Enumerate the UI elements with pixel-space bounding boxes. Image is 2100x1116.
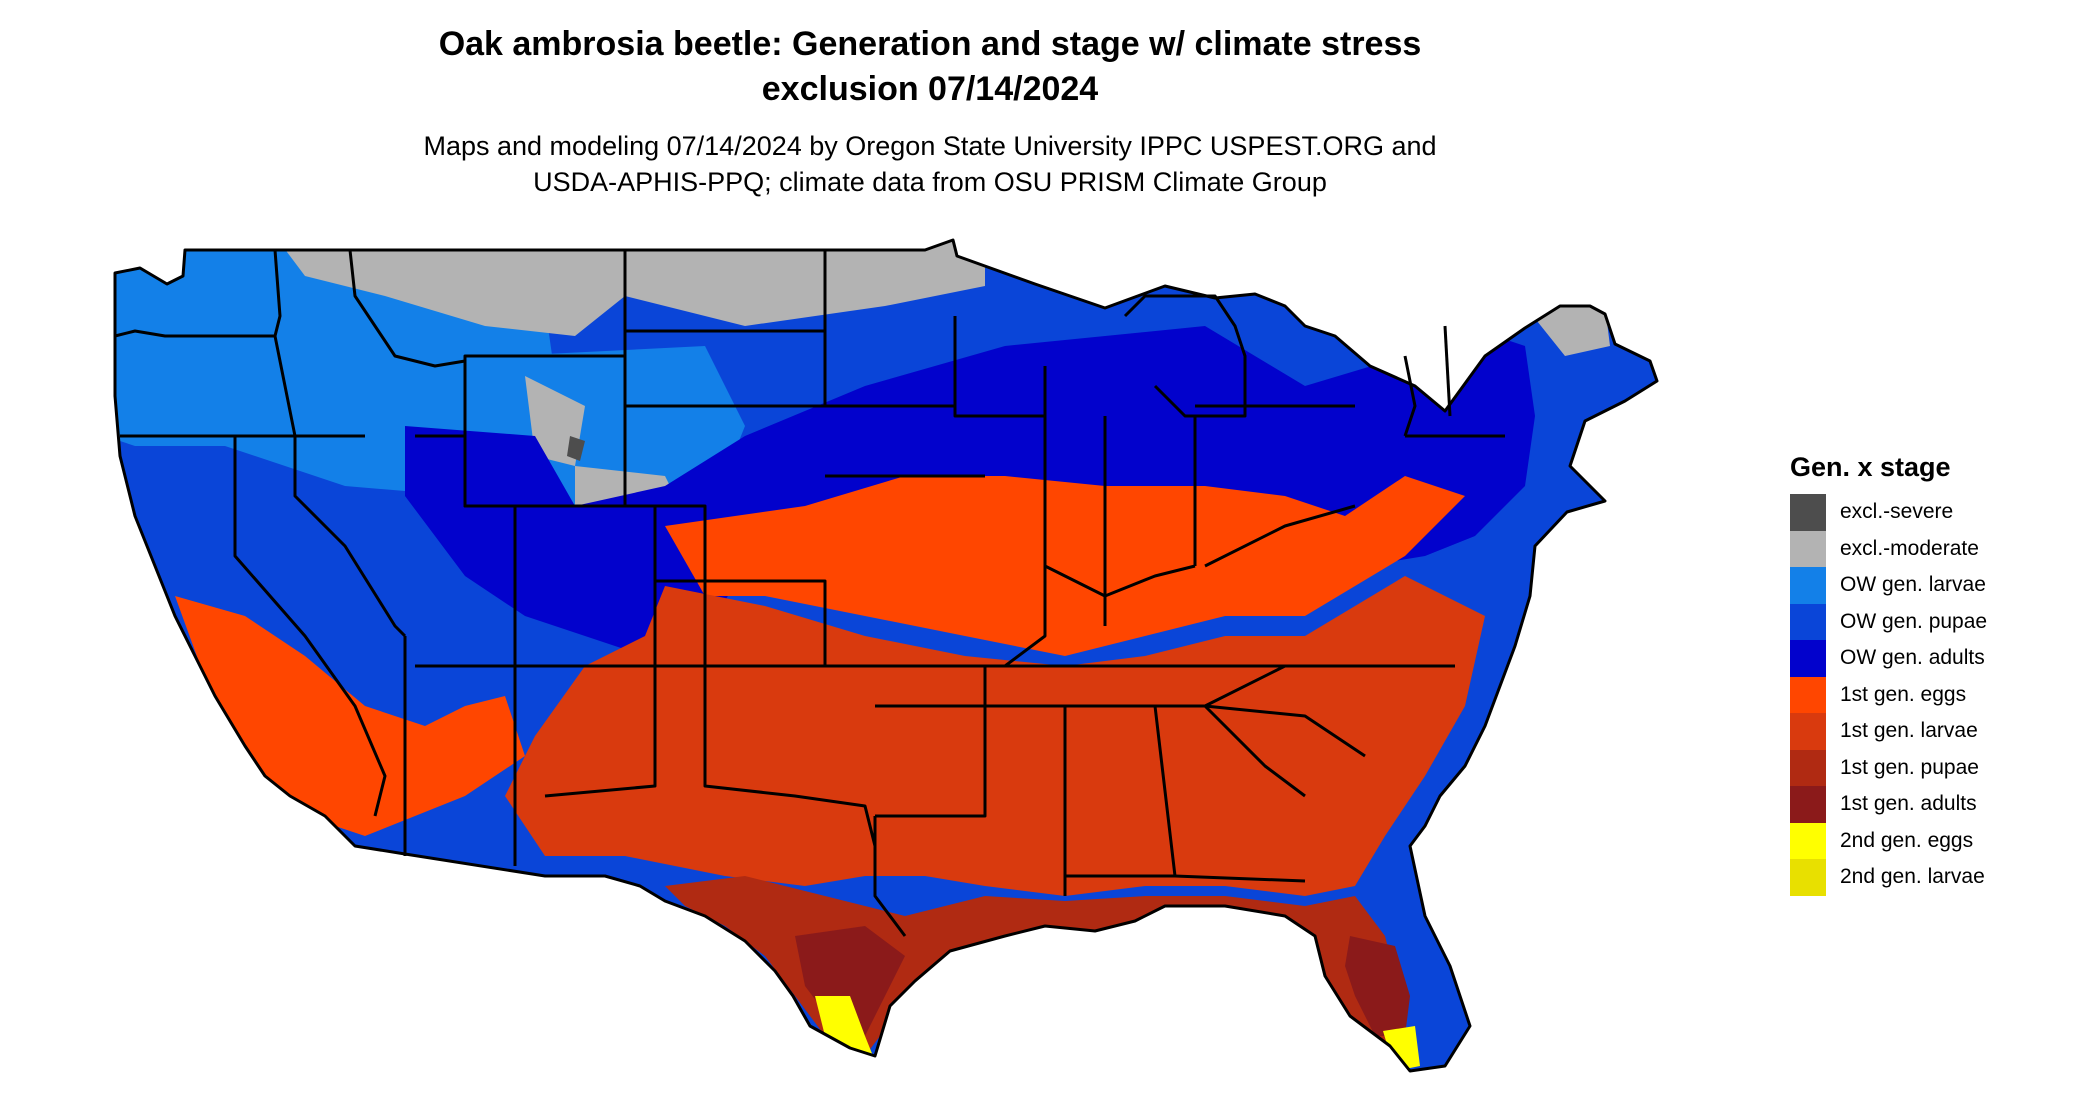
legend-label: 1st gen. eggs [1840, 682, 1967, 706]
border-ar-la [875, 704, 987, 818]
border-ga-fl [1174, 874, 1306, 883]
us-map-svg [113, 238, 1659, 1073]
legend-label: OW gen. pupae [1840, 609, 1988, 633]
border-nv-az [293, 436, 407, 638]
legend-item: 2nd gen. larvae [1790, 859, 2090, 896]
map-title-line-1: Oak ambrosia beetle: Generation and stag… [438, 25, 1422, 63]
region-excl-moderate-maine [1525, 306, 1610, 356]
legend-label: excl.-moderate [1840, 536, 1979, 560]
border-va-wv [1204, 504, 1356, 568]
legend-item: 1st gen. larvae [1790, 713, 2090, 750]
legend-label: 1st gen. pupae [1840, 755, 1979, 779]
legend-label: 2nd gen. larvae [1840, 865, 1985, 889]
region-excl-moderate-north [275, 240, 985, 336]
border-ne-ks [625, 504, 707, 666]
legend-item: OW gen. larvae [1790, 567, 2090, 604]
legend-swatch [1790, 603, 1826, 640]
legend-label: 1st gen. larvae [1840, 719, 1978, 743]
map-title-line-2: exclusion 07/14/2024 [761, 70, 1099, 108]
border-mi-peninsula [1123, 294, 1247, 418]
legend-swatch [1790, 640, 1826, 677]
map-title: Oak ambrosia beetle: Generation and stag… [0, 22, 1860, 112]
border-wa-or [114, 329, 275, 338]
region-1st-gen-eggs-sw [175, 596, 525, 836]
legend-item: excl.-severe [1790, 494, 2090, 531]
legend-label: 2nd gen. eggs [1840, 828, 1974, 852]
border-co-nm [515, 504, 657, 668]
legend-label: excl.-severe [1840, 500, 1954, 524]
stage-regions [115, 240, 1657, 1071]
map-subtitle: Maps and modeling 07/14/2024 by Oregon S… [0, 128, 1860, 200]
border-ok-tx [703, 666, 877, 847]
legend-items: excl.-severe excl.-moderate OW gen. larvae… [1790, 494, 2090, 896]
legend-swatch [1790, 822, 1826, 859]
legend-label: OW gen. larvae [1840, 573, 1986, 597]
legend-swatch [1790, 494, 1826, 531]
legend-swatch [1790, 530, 1826, 567]
border-ca-nv [233, 436, 387, 817]
us-map [105, 236, 1745, 1116]
map-subtitle-line-2: USDA-APHIS-PPQ; climate data from OSU PR… [533, 167, 1327, 197]
border-nm-tx [513, 666, 657, 866]
border-id-west [273, 249, 297, 437]
border-ny-vt [1403, 355, 1417, 437]
border-id-mt [348, 249, 466, 368]
legend-swatch [1790, 713, 1826, 750]
region-1st-gen-eggs [665, 476, 1465, 656]
map-legend: Gen. x stage excl.-severe excl.-moderate O… [1790, 450, 2090, 896]
state-borders [113, 238, 1659, 1073]
region-excl-severe-wyoming [567, 436, 585, 461]
region-2nd-gen-eggs-texas [815, 996, 875, 1061]
legend-item: OW gen. adults [1790, 640, 2090, 677]
legend-swatch [1790, 749, 1826, 786]
region-1st-gen-adults-florida [1345, 936, 1410, 1036]
region-2nd-gen-eggs-florida [1383, 1026, 1420, 1071]
legend-title: Gen. x stage [1790, 452, 1951, 482]
border-il-in [1004, 416, 1047, 668]
legend-item: OW gen. pupae [1790, 603, 2090, 640]
map-subtitle-line-1: Maps and modeling 07/14/2024 by Oregon S… [423, 131, 1437, 161]
legend-label: OW gen. adults [1840, 646, 1985, 670]
legend-item: 2nd gen. eggs [1790, 822, 2090, 859]
legend-swatch [1790, 859, 1826, 896]
border-oh-ky [1044, 564, 1196, 598]
border-ks-mo [655, 579, 827, 666]
legend-swatch [1790, 786, 1826, 823]
legend-swatch [1790, 676, 1826, 713]
legend-item: 1st gen. eggs [1790, 676, 2090, 713]
legend-item: 1st gen. pupae [1790, 749, 2090, 786]
border-nc-sc [1204, 704, 1366, 758]
border-la-tx [873, 816, 907, 937]
legend-item: excl.-moderate [1790, 530, 2090, 567]
border-ut-co [415, 434, 517, 668]
legend-item: 1st gen. adults [1790, 786, 2090, 823]
border-vt-nh [1443, 325, 1452, 417]
region-1st-gen-larvae [505, 576, 1485, 896]
legend-label: 1st gen. adults [1840, 792, 1977, 816]
legend-swatch [1790, 567, 1826, 604]
border-wi-il [953, 366, 1047, 418]
border-sc-ga [1155, 704, 1306, 798]
